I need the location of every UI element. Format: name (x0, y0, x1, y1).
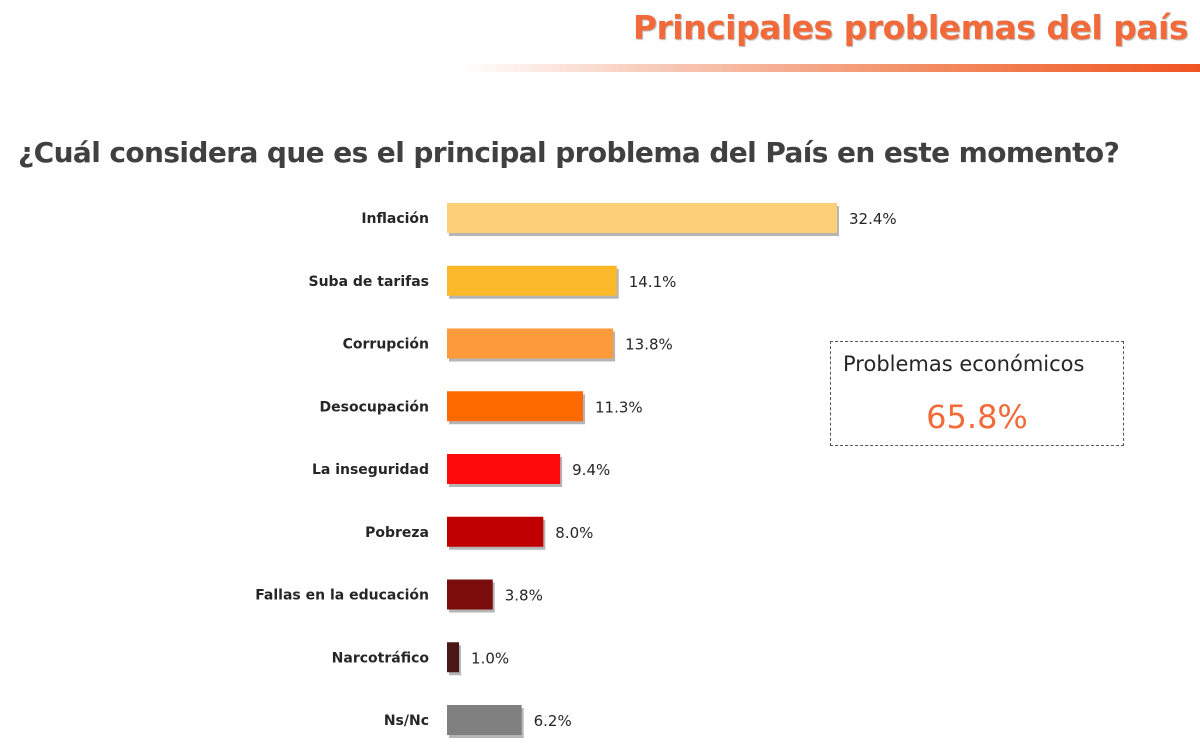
data-label: 6.2% (534, 712, 572, 730)
bar (447, 265, 617, 296)
bar (447, 705, 522, 735)
economic-problems-callout: Problemas económicos 65.8% (830, 341, 1124, 446)
data-label: 3.8% (505, 587, 543, 605)
category-label: Fallas en la educación (255, 588, 429, 604)
data-label: 1.0% (471, 649, 509, 667)
data-label: 32.4% (849, 210, 897, 228)
bar (447, 516, 544, 547)
data-label: 14.1% (629, 273, 677, 291)
data-label: 11.3% (595, 398, 643, 416)
category-label: Suba de tarifas (309, 274, 430, 290)
page-title: Principales problemas del país (632, 8, 1189, 47)
bar (447, 454, 561, 484)
bar (447, 391, 584, 422)
category-label: Ns/Nc (384, 713, 429, 729)
category-label: Desocupación (320, 399, 429, 415)
bar (447, 328, 614, 359)
chart-question: ¿Cuál considera que es el principal prob… (18, 136, 1120, 169)
category-label: Narcotráfico (332, 650, 430, 666)
title-underline (460, 64, 1200, 72)
category-label: La inseguridad (312, 462, 429, 478)
data-label: 8.0% (555, 524, 593, 542)
data-label: 9.4% (572, 461, 610, 479)
category-label: Corrupción (343, 337, 429, 353)
bar (447, 579, 493, 610)
bar (447, 203, 837, 233)
callout-label: Problemas económicos (843, 352, 1085, 376)
bar (447, 642, 460, 673)
category-label: Pobreza (365, 525, 429, 541)
data-label: 13.8% (625, 336, 673, 354)
callout-value: 65.8% (926, 398, 1028, 436)
category-label: Inflación (361, 211, 429, 227)
